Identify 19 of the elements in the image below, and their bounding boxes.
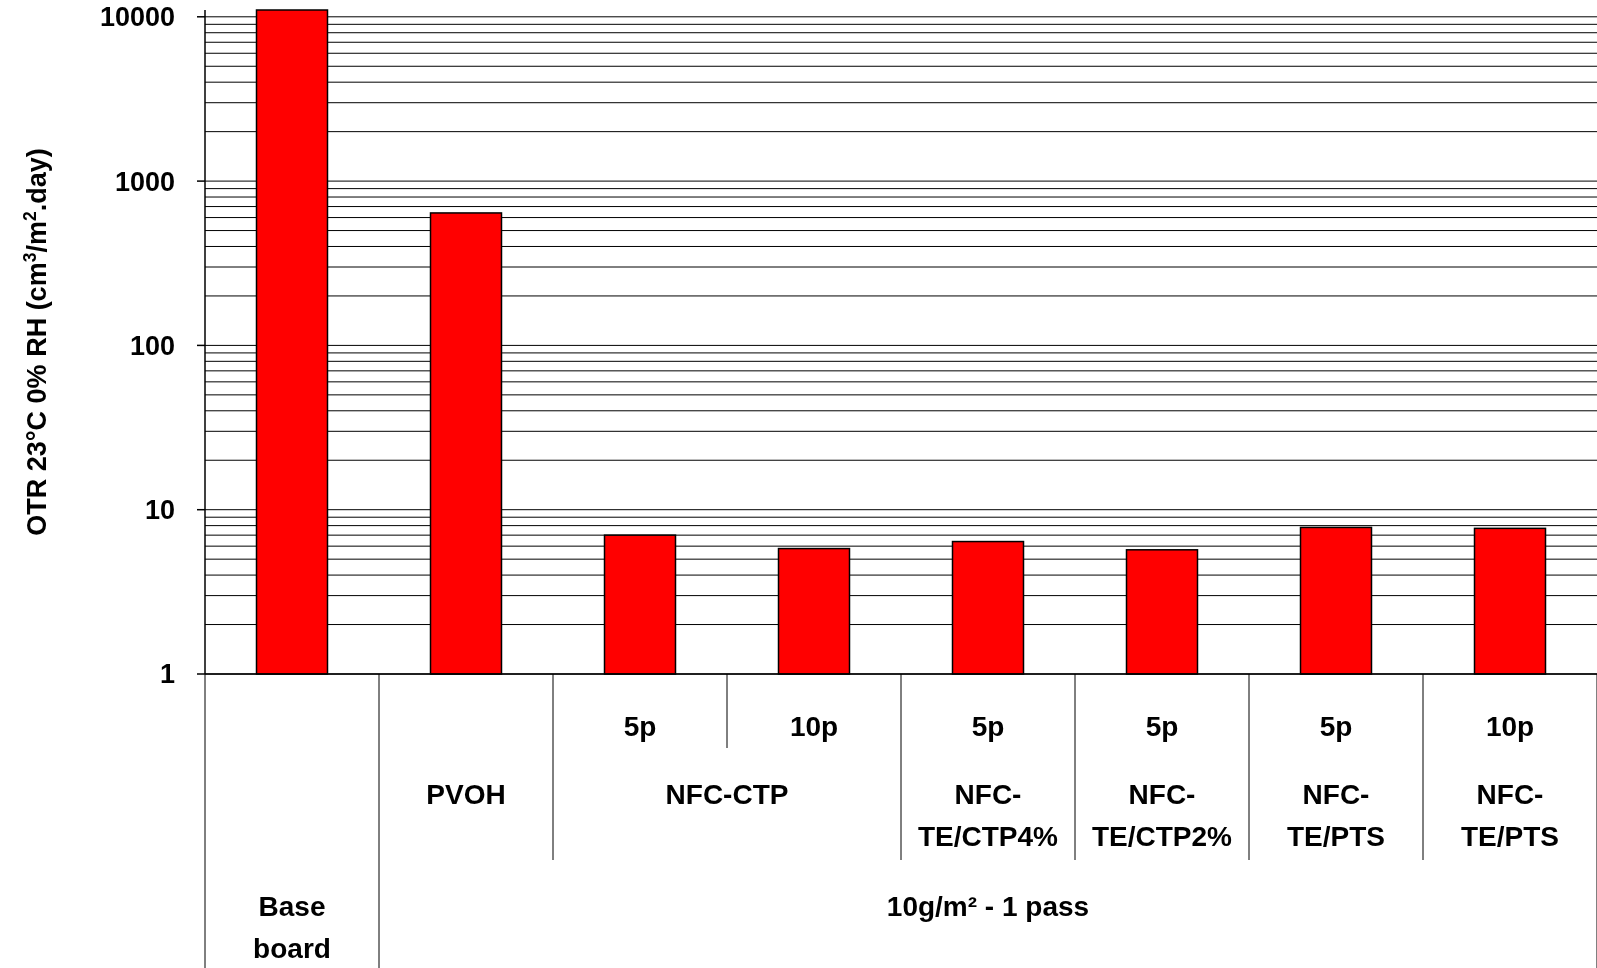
y-tick-label: 1 <box>159 659 175 690</box>
x-tick-label: 5p <box>1319 710 1353 742</box>
text: Base board <box>253 890 331 964</box>
text: NFC- TE/PTS <box>1286 778 1386 852</box>
text: NFC- TE/CTP2% <box>1091 778 1233 852</box>
y-tick-label: 100 <box>129 330 175 361</box>
x-tick-label: 10p <box>1485 710 1535 742</box>
y-tick-label: 10000 <box>99 2 175 33</box>
x-tick-label: 5p <box>623 710 657 742</box>
x-tick-label: 10p <box>789 710 839 742</box>
text: NFC- TE/CTP4% <box>917 778 1059 852</box>
x-tick-label: 5p <box>1145 710 1179 742</box>
x-tick-label: 5p <box>971 710 1005 742</box>
text: NFC- TE/PTS <box>1460 778 1560 852</box>
text: PVOH <box>426 778 506 810</box>
text: NFC-CTP <box>665 778 789 810</box>
text: 10g/m² - 1 pass <box>886 890 1090 922</box>
y-tick-label: 1000 <box>114 166 175 197</box>
y-tick-label: 10 <box>144 495 175 526</box>
